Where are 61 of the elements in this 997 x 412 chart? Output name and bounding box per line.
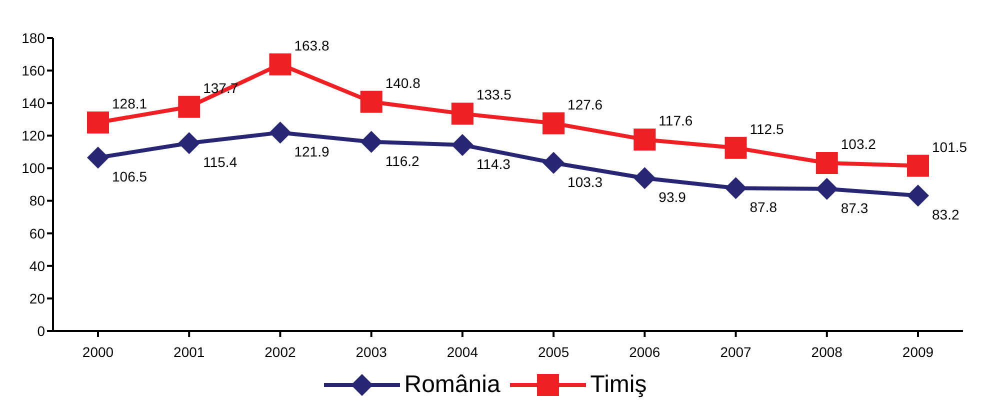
data-label: 87.8 <box>750 199 778 216</box>
legend-label: România <box>404 371 500 399</box>
x-tick-label: 2002 <box>264 344 296 360</box>
data-label: 117.6 <box>658 112 693 129</box>
y-tick-label: 140 <box>22 95 46 112</box>
data-label: 87.3 <box>840 200 868 216</box>
data-label: 115.4 <box>203 154 238 170</box>
y-tick-label: 80 <box>29 192 46 209</box>
point <box>816 152 838 174</box>
data-label: 116.2 <box>385 152 420 169</box>
point <box>724 136 747 159</box>
point <box>542 112 565 134</box>
data-label: 106.5 <box>112 168 148 185</box>
data-label: 133.5 <box>476 86 512 103</box>
data-label: 121.9 <box>294 144 330 160</box>
y-tick-label: 40 <box>29 258 46 274</box>
data-label: 103.2 <box>840 136 876 152</box>
point <box>451 102 474 125</box>
data-label: 83.2 <box>932 206 960 223</box>
point <box>178 96 200 118</box>
y-tick-label: 20 <box>29 290 46 306</box>
x-tick-label: 2000 <box>82 344 114 360</box>
point <box>634 128 656 151</box>
point <box>634 167 656 190</box>
point <box>724 177 747 200</box>
point <box>178 132 200 154</box>
x-tick-label: 2005 <box>538 344 570 360</box>
point <box>542 152 565 174</box>
data-label: 163.8 <box>294 37 330 54</box>
y-tick-label: 160 <box>22 62 46 79</box>
point <box>269 53 292 76</box>
x-tick-label: 2006 <box>629 344 660 360</box>
point <box>816 178 838 200</box>
point <box>360 130 382 153</box>
y-tick-label: 100 <box>22 160 46 176</box>
x-tick-label: 2001 <box>174 344 205 360</box>
y-tick-label: 60 <box>29 225 46 242</box>
y-tick-label: 180 <box>22 30 46 46</box>
x-tick-label: 2004 <box>446 344 478 360</box>
x-tick-label: 2009 <box>902 344 934 360</box>
x-tick-label: 2003 <box>356 344 388 360</box>
data-label: 114.3 <box>476 156 511 172</box>
data-label: 112.5 <box>750 120 784 137</box>
point <box>907 154 929 177</box>
x-tick-label: 2007 <box>720 344 752 360</box>
data-label: 140.8 <box>385 74 421 91</box>
point <box>269 122 292 144</box>
data-label: 101.5 <box>932 138 968 155</box>
y-tick-label: 120 <box>22 128 46 144</box>
legend-label: Timiş <box>590 371 647 399</box>
point <box>907 184 929 207</box>
x-tick-label: 2008 <box>811 344 843 360</box>
point <box>451 134 474 156</box>
point <box>87 111 109 134</box>
data-label: 128.1 <box>112 95 148 112</box>
data-label: 127.6 <box>568 96 603 112</box>
point <box>360 90 382 113</box>
data-label: 93.9 <box>658 189 686 206</box>
data-label: 103.3 <box>568 174 603 190</box>
point <box>87 146 109 169</box>
y-tick-label: 0 <box>37 322 46 339</box>
